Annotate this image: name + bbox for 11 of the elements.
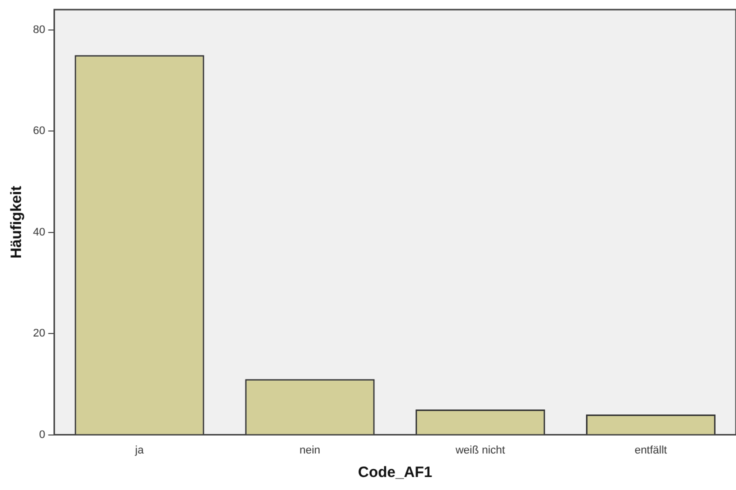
y-tick-label: 20 [32, 328, 46, 340]
y-tick-label: 0 [39, 428, 46, 441]
y-tick-label: 60 [32, 125, 46, 138]
x-tick-label: weiß nicht [454, 444, 506, 456]
x-axis-title: Code_AF1 [358, 464, 432, 482]
x-tick-label: nein [300, 444, 320, 456]
y-tick-label: 40 [32, 226, 46, 238]
x-tick-label: entfällt [634, 444, 667, 456]
x-tick-label: ja [134, 444, 145, 456]
y-tick-label: 80 [32, 24, 46, 36]
y-axis-title: Häufigkeit [8, 186, 26, 258]
